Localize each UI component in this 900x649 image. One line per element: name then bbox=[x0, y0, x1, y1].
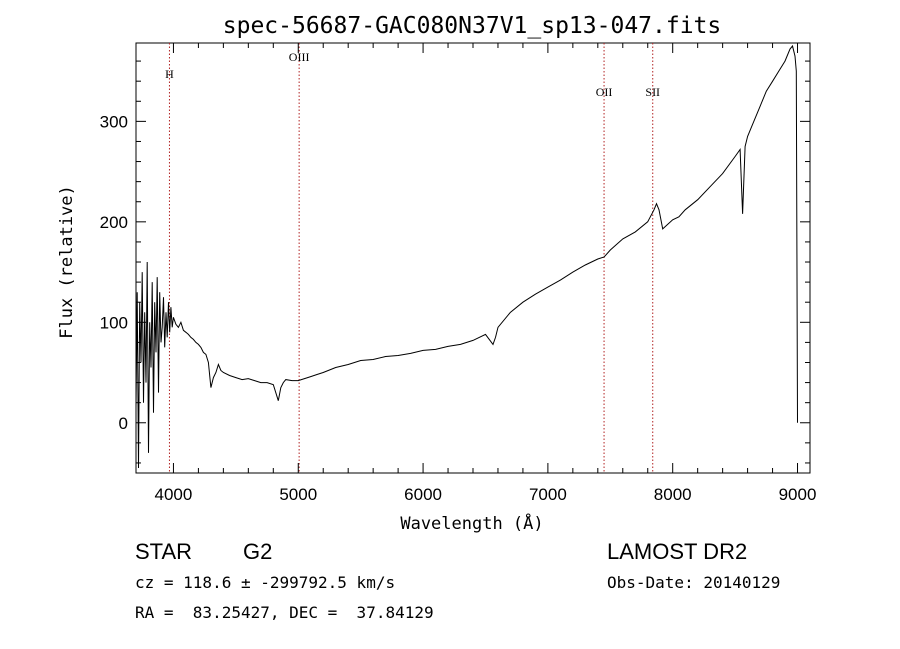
coordinates-readout: RA = 83.25427, DEC = 37.84129 bbox=[135, 603, 434, 622]
y-tick-label: 200 bbox=[100, 213, 128, 232]
survey-name: LAMOST DR2 bbox=[607, 539, 748, 564]
spectrum-line bbox=[135, 44, 798, 469]
chart-title: spec-56687-GAC080N37V1_sp13-047.fits bbox=[223, 13, 722, 39]
marker-label-oiii: OIII bbox=[289, 50, 310, 64]
y-axis-label: Flux (relative) bbox=[57, 185, 77, 339]
object-subclass: G2 bbox=[243, 539, 273, 564]
spectral-line-markers: H OIII OII SII bbox=[165, 43, 660, 473]
marker-label-h: H bbox=[165, 67, 174, 81]
x-axis-label: Wavelength (Å) bbox=[400, 512, 543, 534]
y-tick-label: 0 bbox=[119, 414, 128, 433]
marker-label-sii: SII bbox=[645, 85, 660, 99]
plot-frame bbox=[135, 42, 811, 474]
x-tick-label: 4000 bbox=[155, 485, 193, 504]
marker-label-oii: OII bbox=[596, 85, 613, 99]
y-tick-label: 300 bbox=[100, 112, 128, 131]
x-tick-label: 8000 bbox=[654, 485, 692, 504]
x-tick-label: 5000 bbox=[279, 485, 317, 504]
x-tick-label: 9000 bbox=[779, 485, 817, 504]
observation-date: Obs-Date: 20140129 bbox=[607, 573, 781, 592]
x-tick-label: 7000 bbox=[529, 485, 567, 504]
y-tick-label: 100 bbox=[100, 313, 128, 332]
x-tick-label: 6000 bbox=[404, 485, 442, 504]
redshift-readout: cz = 118.6 ± -299792.5 km/s bbox=[135, 573, 396, 592]
object-class: STAR bbox=[135, 539, 193, 564]
axis-ticks: 4000 5000 6000 7000 8000 9000 0 100 200 300 bbox=[100, 43, 817, 504]
